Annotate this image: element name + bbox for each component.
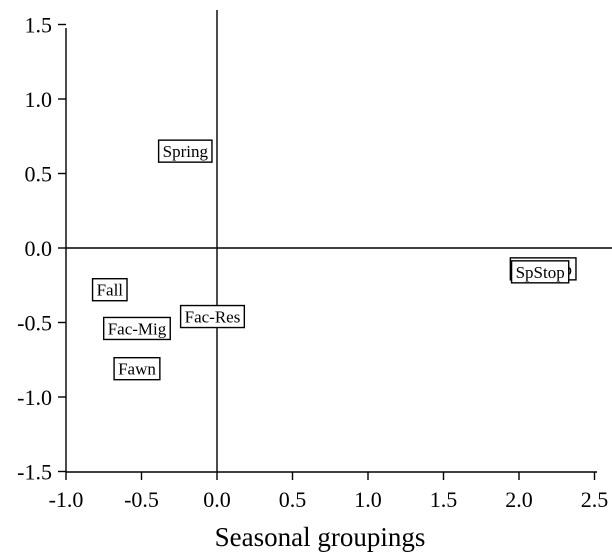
point-label: Fall [97,281,124,300]
data-point-spring: Spring [157,139,213,163]
x-axis-title: Seasonal groupings [215,522,426,552]
y-tick-label: -0.5 [17,311,52,336]
point-label: Fawn [118,360,156,379]
point-label: Fac-Res [185,308,241,327]
point-labels: SpringFallFac-ResFac-MigFawnFallStopSpSt… [91,139,577,381]
point-label: SpStop [516,263,565,282]
x-tick-label: 2.0 [505,487,533,512]
point-label-box [179,304,246,329]
x-tick-label: 0.5 [279,487,307,512]
y-tick-label: 1.5 [25,13,53,38]
y-tick-label: 0.5 [25,162,53,187]
y-tick-label: -1.5 [17,460,52,485]
data-point-fac-res: Fac-Res [179,304,246,329]
point-label-box [102,316,171,341]
point-label: Spring [163,142,209,161]
point-label-box [510,260,570,284]
data-point-fawn: Fawn [113,356,161,381]
y-tick-label: 0.0 [25,236,53,261]
x-ticks: -1.0 -0.5 0.0 0.5 1.0 1.5 2.0 2.5 [49,472,609,512]
y-ticks: 1.5 1.0 0.5 0.0 -0.5 -1.0 -1.5 [17,13,66,485]
point-label-box [157,139,213,163]
y-tick-label: 1.0 [25,87,53,112]
point-label-box [91,278,128,302]
axes [65,10,612,473]
data-point-fall: Fall [91,278,128,302]
x-tick-label: 1.5 [430,487,458,512]
x-tick-label: 0.0 [203,487,231,512]
x-tick-label: 1.0 [354,487,382,512]
y-tick-label: -1.0 [17,385,52,410]
point-label-box [113,356,161,381]
data-point-spstop: SpStop [510,260,570,284]
point-label: Fac-Mig [108,319,167,338]
x-tick-label: -1.0 [49,487,84,512]
data-point-fac-mig: Fac-Mig [102,316,171,341]
x-tick-label: -0.5 [124,487,159,512]
x-tick-label: 2.5 [581,487,609,512]
